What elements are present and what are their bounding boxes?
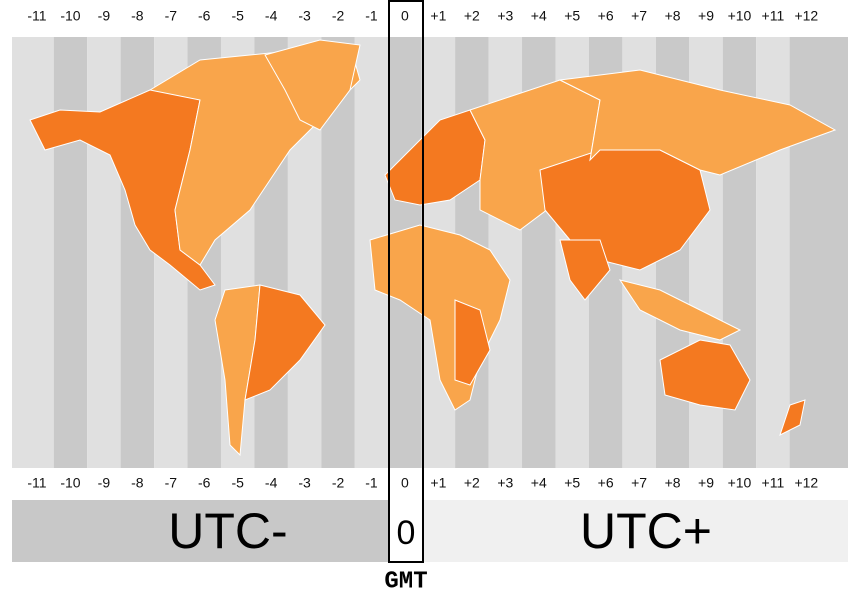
zone-label-top: -2: [332, 8, 345, 24]
zone-label-bottom: +8: [665, 475, 681, 491]
zone-label-top: +10: [728, 8, 752, 24]
gmt-zero-label: 0: [397, 514, 416, 552]
zone-label-top: -7: [165, 8, 178, 24]
zone-label-bottom: +2: [464, 475, 480, 491]
zone-label-top: -3: [298, 8, 311, 24]
south-america-east: [244, 284, 326, 401]
gmt-box: [388, 0, 424, 563]
zone-label-bottom: +12: [794, 475, 818, 491]
zone-label-bottom: +4: [531, 475, 547, 491]
zone-label-top: +5: [564, 8, 580, 24]
new-zealand: [779, 399, 806, 436]
continents: [29, 39, 837, 457]
zone-label-bottom: +1: [430, 475, 446, 491]
utc-minus-band: [12, 500, 389, 562]
zone-label-bottom: +3: [497, 475, 513, 491]
zone-column: [789, 37, 848, 468]
greenland: [264, 39, 361, 131]
zone-label-top: -6: [198, 8, 211, 24]
zone-label-bottom: +10: [728, 475, 752, 491]
zone-label-bottom: -1: [365, 475, 378, 491]
zone-label-top: -10: [60, 8, 80, 24]
zone-label-bottom: -3: [298, 475, 311, 491]
zone-label-top: +6: [598, 8, 614, 24]
zone-label-top: -9: [98, 8, 111, 24]
zone-label-top: +8: [665, 8, 681, 24]
zone-label-top: -4: [265, 8, 278, 24]
zone-label-top: +12: [794, 8, 818, 24]
zone-column: [53, 37, 88, 468]
zone-label-top: +11: [762, 8, 785, 24]
zone-label-bottom: -9: [98, 475, 111, 491]
utc-plus-band: [423, 500, 848, 562]
zone-label-bottom: -5: [231, 475, 244, 491]
zone-column: [87, 37, 121, 468]
zone-label-bottom: +11: [762, 475, 785, 491]
zone-label-bottom: +7: [631, 475, 647, 491]
zone-label-bottom: -10: [60, 475, 80, 491]
zone-label-top: -8: [131, 8, 144, 24]
zone-label-bottom: +6: [598, 475, 614, 491]
zone-column: [12, 37, 54, 468]
utc-plus-label: UTC+: [580, 503, 712, 559]
zone-label-top: +2: [464, 8, 480, 24]
gmt-caption: GMT: [384, 568, 427, 595]
zone-label-top: +3: [497, 8, 513, 24]
southeast-asia: [618, 279, 742, 341]
africa-south: [454, 299, 491, 386]
zone-label-bottom: -7: [165, 475, 178, 491]
zone-label-bottom: +9: [698, 475, 714, 491]
zone-label-top: +4: [531, 8, 547, 24]
asia-north: [558, 69, 837, 176]
zone-label-bottom: +5: [564, 475, 580, 491]
utc-minus-label: UTC-: [168, 503, 287, 559]
zone-label-bottom: -6: [198, 475, 211, 491]
zone-label-bottom: -2: [332, 475, 345, 491]
zone-label-top: -1: [365, 8, 378, 24]
india: [559, 239, 611, 301]
zone-label-bottom: -4: [265, 475, 278, 491]
zone-label-top: +9: [698, 8, 714, 24]
zone-label-top: -11: [27, 8, 46, 24]
zone-label-top: +1: [430, 8, 446, 24]
zone-label-top: 0: [401, 8, 409, 24]
zone-label-top: -5: [231, 8, 244, 24]
zone-label-bottom: 0: [401, 475, 409, 491]
zone-label-bottom: -11: [27, 475, 46, 491]
zone-label-top: +7: [631, 8, 647, 24]
zone-label-bottom: -8: [131, 475, 144, 491]
australia: [659, 339, 751, 411]
